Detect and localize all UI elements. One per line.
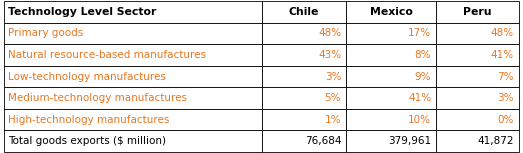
- Bar: [4, 66, 262, 87]
- Bar: [262, 1, 346, 23]
- Bar: [262, 87, 346, 109]
- Bar: [346, 130, 437, 152]
- Text: Primary goods: Primary goods: [8, 28, 84, 39]
- Bar: [437, 87, 519, 109]
- Text: 8%: 8%: [415, 50, 431, 60]
- Bar: [4, 44, 262, 66]
- Text: 17%: 17%: [408, 28, 431, 39]
- Text: 3%: 3%: [325, 71, 341, 82]
- Bar: [437, 44, 519, 66]
- Text: 7%: 7%: [497, 71, 514, 82]
- Text: Total goods exports ($ million): Total goods exports ($ million): [8, 136, 166, 146]
- Bar: [262, 44, 346, 66]
- Bar: [4, 130, 262, 152]
- Bar: [346, 44, 437, 66]
- Bar: [262, 66, 346, 87]
- Bar: [262, 109, 346, 130]
- Bar: [262, 130, 346, 152]
- Text: 48%: 48%: [318, 28, 341, 39]
- Text: 48%: 48%: [491, 28, 514, 39]
- Bar: [4, 109, 262, 130]
- Bar: [437, 23, 519, 44]
- Text: Natural resource-based manufactures: Natural resource-based manufactures: [8, 50, 207, 60]
- Text: 379,961: 379,961: [388, 136, 431, 146]
- Bar: [4, 23, 262, 44]
- Text: 41,872: 41,872: [477, 136, 514, 146]
- Text: 0%: 0%: [497, 114, 514, 125]
- Bar: [4, 1, 262, 23]
- Bar: [346, 23, 437, 44]
- Bar: [4, 87, 262, 109]
- Bar: [437, 66, 519, 87]
- Text: Peru: Peru: [463, 7, 492, 17]
- Text: 1%: 1%: [325, 114, 341, 125]
- Text: Low-technology manufactures: Low-technology manufactures: [8, 71, 166, 82]
- Bar: [437, 1, 519, 23]
- Text: 43%: 43%: [318, 50, 341, 60]
- Bar: [346, 1, 437, 23]
- Bar: [437, 130, 519, 152]
- Text: Mexico: Mexico: [370, 7, 413, 17]
- Text: 5%: 5%: [325, 93, 341, 103]
- Text: Chile: Chile: [289, 7, 319, 17]
- Text: 41%: 41%: [491, 50, 514, 60]
- Text: 10%: 10%: [408, 114, 431, 125]
- Bar: [437, 109, 519, 130]
- Text: 76,684: 76,684: [305, 136, 341, 146]
- Bar: [346, 109, 437, 130]
- Text: 41%: 41%: [408, 93, 431, 103]
- Bar: [346, 66, 437, 87]
- Text: High-technology manufactures: High-technology manufactures: [8, 114, 170, 125]
- Text: Medium-technology manufactures: Medium-technology manufactures: [8, 93, 187, 103]
- Text: 9%: 9%: [415, 71, 431, 82]
- Text: Technology Level Sector: Technology Level Sector: [8, 7, 157, 17]
- Text: 3%: 3%: [497, 93, 514, 103]
- Bar: [262, 23, 346, 44]
- Bar: [346, 87, 437, 109]
